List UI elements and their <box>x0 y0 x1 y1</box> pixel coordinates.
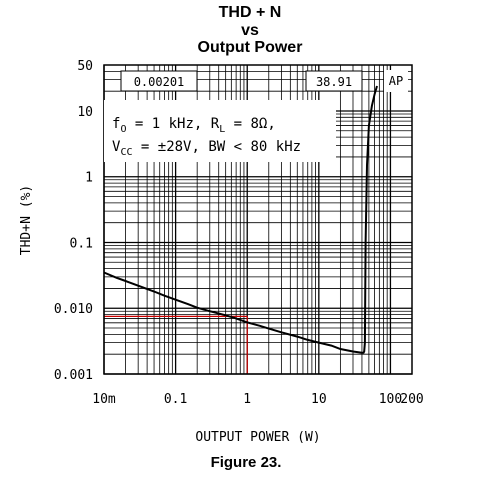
x-axis-label: OUTPUT POWER (W) <box>195 430 320 445</box>
x-tick-label: 100 <box>379 392 402 407</box>
x-tick-label: 10 <box>311 392 327 407</box>
x-tick-label: 200 <box>400 392 423 407</box>
chart-title-line-1: THD + N <box>219 4 282 21</box>
plot-frame <box>103 64 413 375</box>
readout-x-value: 0.00201 <box>134 75 185 89</box>
conditions-line-1: fO = 1 kHz, RL = 8Ω, <box>112 116 276 135</box>
ap-box: AP <box>384 70 408 92</box>
y-tick-label: 0.001 <box>54 368 93 383</box>
readout-x-box: 0.00201 <box>120 70 198 92</box>
y-tick-label: 0.1 <box>70 236 93 251</box>
conditions-line-2: VCC = ±28V, BW < 80 kHz <box>112 139 301 158</box>
chart-title-line-3: Output Power <box>198 39 303 56</box>
y-tick-label: 1 <box>85 171 93 186</box>
y-tick-label: 10 <box>77 105 93 120</box>
marker-lines <box>104 315 248 374</box>
y-tick-label: 0.010 <box>54 302 93 317</box>
readout-y-box: 38.91 <box>305 70 363 92</box>
y-tick-labels: 0.001 0.010 0.1 1 10 50 <box>54 59 93 383</box>
thdn-curve <box>103 85 378 354</box>
ap-label: AP <box>389 74 403 88</box>
x-tick-label: 10m <box>92 392 116 407</box>
figure-caption: Figure 23. <box>211 454 282 471</box>
y-tick-label: 50 <box>77 59 93 74</box>
conditions-annotation: fO = 1 kHz, RL = 8Ω, VCC = ±28V, BW < 80… <box>104 100 336 162</box>
x-tick-label: 0.1 <box>164 392 187 407</box>
x-tick-label: 1 <box>243 392 251 407</box>
chart-title-line-2: vs <box>241 22 259 39</box>
readout-y-value: 38.91 <box>316 75 352 89</box>
y-axis-label: THD+N (%) <box>19 185 34 255</box>
